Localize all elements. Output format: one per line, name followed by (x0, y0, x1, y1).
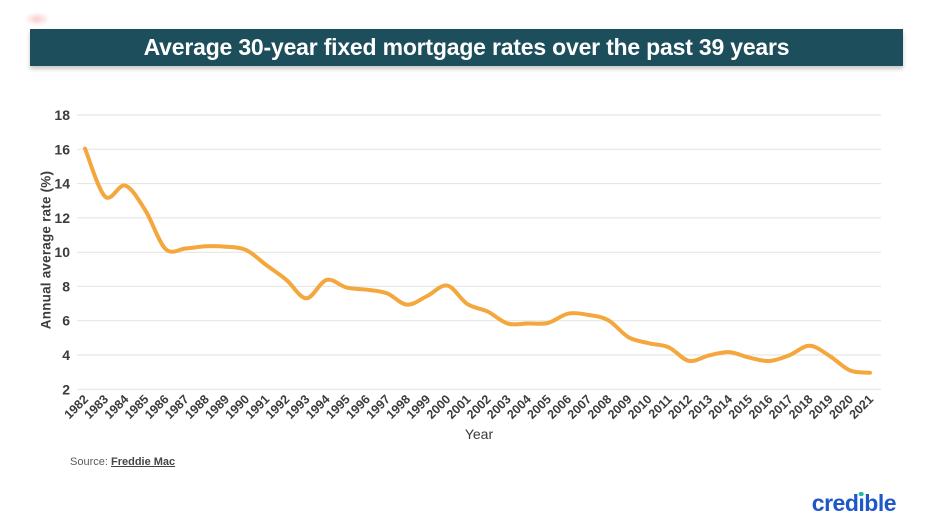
x-tick-label-2021: 2021 (847, 392, 877, 422)
credible-logo: cred ıble (811, 490, 897, 517)
logo-text-pre: cred (811, 490, 859, 516)
y-tick-label-8: 8 (62, 278, 70, 294)
source-link-freddie-mac[interactable]: Freddie Mac (110, 456, 176, 468)
x-axis-title: Year (464, 426, 494, 442)
y-tick-label-12: 12 (54, 210, 70, 226)
source-attribution: Source: Freddie Mac (70, 456, 175, 468)
source-prefix: Source: (70, 456, 108, 468)
logo-i-dot (859, 491, 864, 497)
mortgage-rate-line (83, 146, 872, 375)
chart-title: Average 30-year fixed mortgage rates ove… (143, 34, 790, 60)
y-tick-label-18: 18 (54, 107, 70, 123)
logo-text-post: ble (864, 490, 896, 516)
y-tick-label-2: 2 (62, 381, 70, 397)
y-tick-label-14: 14 (54, 176, 70, 192)
y-tick-label-6: 6 (62, 313, 70, 329)
y-tick-label-4: 4 (62, 347, 70, 363)
y-tick-label-10: 10 (54, 244, 70, 260)
logo-text-i: ı (858, 490, 865, 516)
y-tick-label-16: 16 (54, 141, 70, 157)
red-smudge-artifact (24, 12, 50, 26)
chart-title-banner: Average 30-year fixed mortgage rates ove… (30, 29, 903, 66)
